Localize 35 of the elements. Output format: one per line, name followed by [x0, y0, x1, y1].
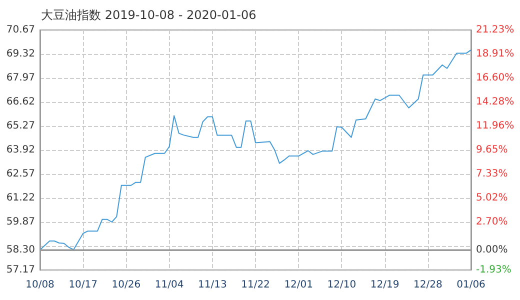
y2-tick-label: -1.93%: [476, 264, 512, 276]
x-tick-label: 12/28: [413, 280, 442, 290]
y-tick-label: 67.97: [6, 72, 35, 84]
y-tick-label: 66.62: [6, 96, 35, 108]
y-tick-label: 57.17: [6, 264, 35, 276]
x-tick-label: 12/10: [327, 280, 356, 290]
x-tick-label: 11/22: [241, 280, 270, 290]
x-tick-label: 10/08: [26, 280, 54, 290]
chart-title: 大豆油指数 2019-10-08 - 2020-01-06: [41, 8, 256, 22]
x-tick-label: 11/04: [154, 280, 184, 290]
y2-tick-label: 9.65%: [476, 144, 508, 156]
x-tick-label: 01/06: [456, 280, 486, 290]
y-tick-label: 62.57: [6, 168, 35, 180]
x-tick-label: 10/17: [68, 280, 98, 290]
y2-tick-label: 16.60%: [476, 72, 514, 84]
line-series: [40, 49, 472, 250]
x-tick-label: 12/19: [370, 280, 400, 290]
y2-tick-label: 5.02%: [476, 192, 508, 204]
x-tick-label: 10/26: [112, 280, 141, 290]
x-tick-label: 11/13: [198, 280, 227, 290]
y2-tick-label: 21.23%: [476, 24, 514, 36]
y2-tick-label: 7.33%: [476, 168, 508, 180]
y2-tick-label: 18.91%: [476, 48, 514, 60]
y2-tick-label: 14.28%: [476, 96, 514, 108]
y2-tick-label: 2.70%: [476, 216, 508, 228]
y2-tick-label: 0.00%: [476, 244, 508, 256]
y-tick-label: 58.30: [6, 244, 35, 256]
x-tick-label: 12/01: [284, 280, 314, 290]
y-tick-label: 61.22: [6, 192, 35, 204]
y-tick-label: 63.92: [6, 144, 35, 156]
y2-tick-label: 11.96%: [476, 120, 514, 132]
y-tick-label: 59.87: [6, 216, 35, 228]
y-tick-label: 65.27: [6, 120, 35, 132]
y-tick-label: 70.67: [6, 24, 35, 36]
y-tick-label: 69.32: [6, 48, 35, 60]
